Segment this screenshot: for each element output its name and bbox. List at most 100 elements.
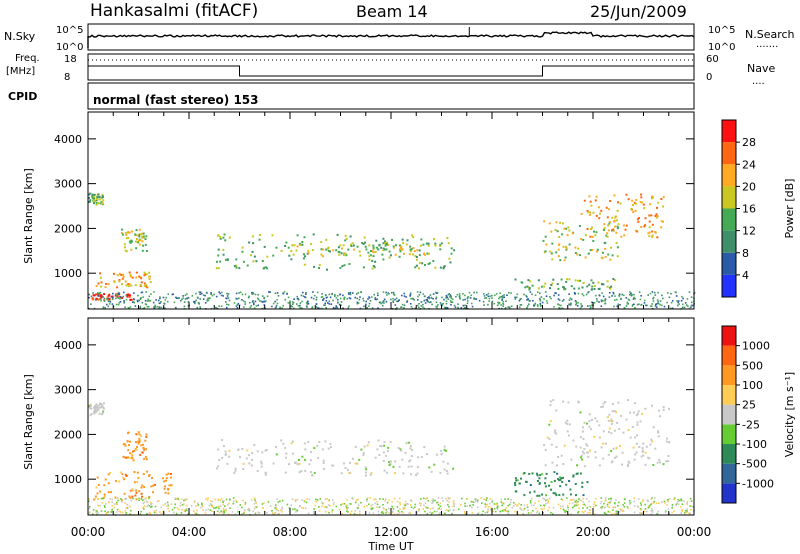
heatmap-cell-near — [434, 291, 437, 294]
heatmap-cell-r4 — [598, 436, 601, 439]
heatmap-cell-near — [488, 297, 491, 300]
heatmap-cell-r7 — [589, 200, 592, 203]
heatmap-cell-near — [471, 511, 474, 514]
heatmap-cell-near — [393, 294, 396, 296]
heatmap-cell-near — [202, 298, 205, 300]
heatmap-cell-near — [218, 291, 220, 293]
heatmap-cell-near — [628, 499, 631, 502]
heatmap-cell-r5 — [562, 476, 564, 479]
heatmap-cell-r7 — [634, 209, 637, 212]
heatmap-cell-r3 — [363, 445, 366, 448]
heatmap-cell-r8 — [610, 285, 613, 288]
heatmap-cell-near — [229, 507, 231, 509]
heatmap-cell-r7 — [656, 236, 659, 239]
heatmap-cell-near — [129, 513, 132, 516]
heatmap-cell-near — [420, 503, 422, 505]
heatmap-cell-r4 — [570, 458, 573, 461]
heatmap-cell-near — [222, 503, 225, 506]
heatmap-cell-near — [121, 500, 123, 503]
heatmap-cell-r3 — [313, 447, 316, 449]
heatmap-cell-near — [564, 511, 567, 513]
heatmap-cell-r2 — [127, 456, 129, 459]
heatmap-cell-r1 — [94, 495, 97, 498]
heatmap-cell-near — [118, 302, 121, 304]
heatmap-cell-r4 — [427, 242, 430, 245]
heatmap-cell-r6 — [571, 232, 574, 235]
heatmap-cell-near — [655, 304, 657, 306]
heatmap-cell-near — [377, 307, 379, 309]
heatmap-cell-near — [412, 507, 415, 510]
heatmap-cell-r4 — [375, 246, 378, 249]
freq-panel-frame — [87, 53, 695, 81]
heatmap-cell-r1 — [136, 471, 139, 474]
heatmap-cell-near — [206, 499, 209, 501]
heatmap-cell-near — [619, 508, 622, 510]
heatmap-cell-near — [236, 307, 239, 309]
heatmap-cell-near — [620, 508, 623, 511]
colorbar-swatch — [722, 463, 736, 484]
heatmap-cell-near — [253, 303, 255, 306]
station-title: Hankasalmi (fitACF) — [90, 1, 258, 21]
heatmap-cell-r3 — [332, 464, 335, 467]
heatmap-cell-near — [618, 295, 621, 297]
heatmap-cell-r4 — [450, 252, 453, 255]
heatmap-cell-near — [514, 503, 517, 506]
heatmap-cell-r5 — [536, 480, 539, 482]
heatmap-cell-r2 — [138, 275, 141, 278]
heatmap-cell-near — [496, 507, 498, 509]
heatmap-cell-r8 — [564, 287, 567, 290]
heatmap-cell-r5 — [579, 472, 582, 475]
heatmap-cell-near — [505, 507, 508, 509]
heatmap-cell-near — [179, 502, 182, 504]
heatmap-cell-r5 — [565, 483, 568, 486]
heatmap-cell-r8 — [593, 288, 596, 290]
heatmap-cell-near — [575, 504, 578, 507]
heatmap-cell-near — [578, 499, 581, 501]
colorbar-label: Velocity [m s⁻¹] — [783, 372, 796, 457]
heatmap-cell-r3 — [442, 460, 445, 463]
heatmap-cell-r2 — [135, 276, 138, 279]
heatmap-cell-r5 — [536, 494, 539, 497]
heatmap-cell-near — [276, 302, 279, 305]
heatmap-cell-r4 — [339, 266, 342, 269]
heatmap-cell-r4 — [290, 258, 293, 261]
heatmap-cell-near — [356, 302, 359, 305]
heatmap-cell-near — [391, 501, 393, 503]
heatmap-cell-r4 — [399, 250, 402, 253]
heatmap-cell-near — [179, 504, 182, 507]
heatmap-cell-near — [509, 501, 512, 504]
heatmap-cell-r4 — [546, 436, 549, 439]
heatmap-cell-near — [640, 304, 642, 306]
heatmap-cell-near — [639, 508, 642, 510]
heatmap-cell-r6 — [582, 238, 585, 241]
heatmap-cell-r4 — [611, 420, 614, 423]
heatmap-cell-near — [419, 504, 422, 507]
heatmap-cell-r6 — [584, 234, 587, 237]
heatmap-cell-r5 — [395, 244, 397, 247]
heatmap-cell-near — [276, 498, 278, 500]
heatmap-cell-near — [365, 300, 367, 303]
heatmap-cell-r4 — [641, 447, 644, 449]
heatmap-cell-r4 — [298, 242, 301, 245]
heatmap-cell-near — [301, 499, 303, 501]
heatmap-cell-r2 — [120, 273, 123, 276]
heatmap-cell-near — [491, 297, 493, 299]
heatmap-cell-near — [537, 291, 539, 293]
heatmap-cell-near — [277, 295, 280, 297]
heatmap-cell-near — [368, 305, 370, 307]
heatmap-cell-near — [275, 306, 277, 308]
heatmap-cell-near — [261, 301, 264, 303]
heatmap-cell-near — [539, 298, 541, 301]
heatmap-cell-near — [337, 298, 339, 301]
heatmap-cell-r7 — [607, 208, 610, 211]
heatmap-cell-near — [311, 307, 313, 309]
heatmap-cell-near — [204, 294, 206, 297]
heatmap-cell-near — [621, 510, 624, 512]
heatmap-cell-r4 — [380, 246, 383, 249]
heatmap-cell-r5 — [400, 245, 403, 248]
heatmap-cell-r4 — [439, 266, 442, 269]
heatmap-cell-near — [358, 298, 361, 301]
heatmap-cell-r4 — [548, 437, 551, 440]
heatmap-cell-r4 — [301, 241, 304, 243]
heatmap-cell-near — [116, 497, 119, 499]
